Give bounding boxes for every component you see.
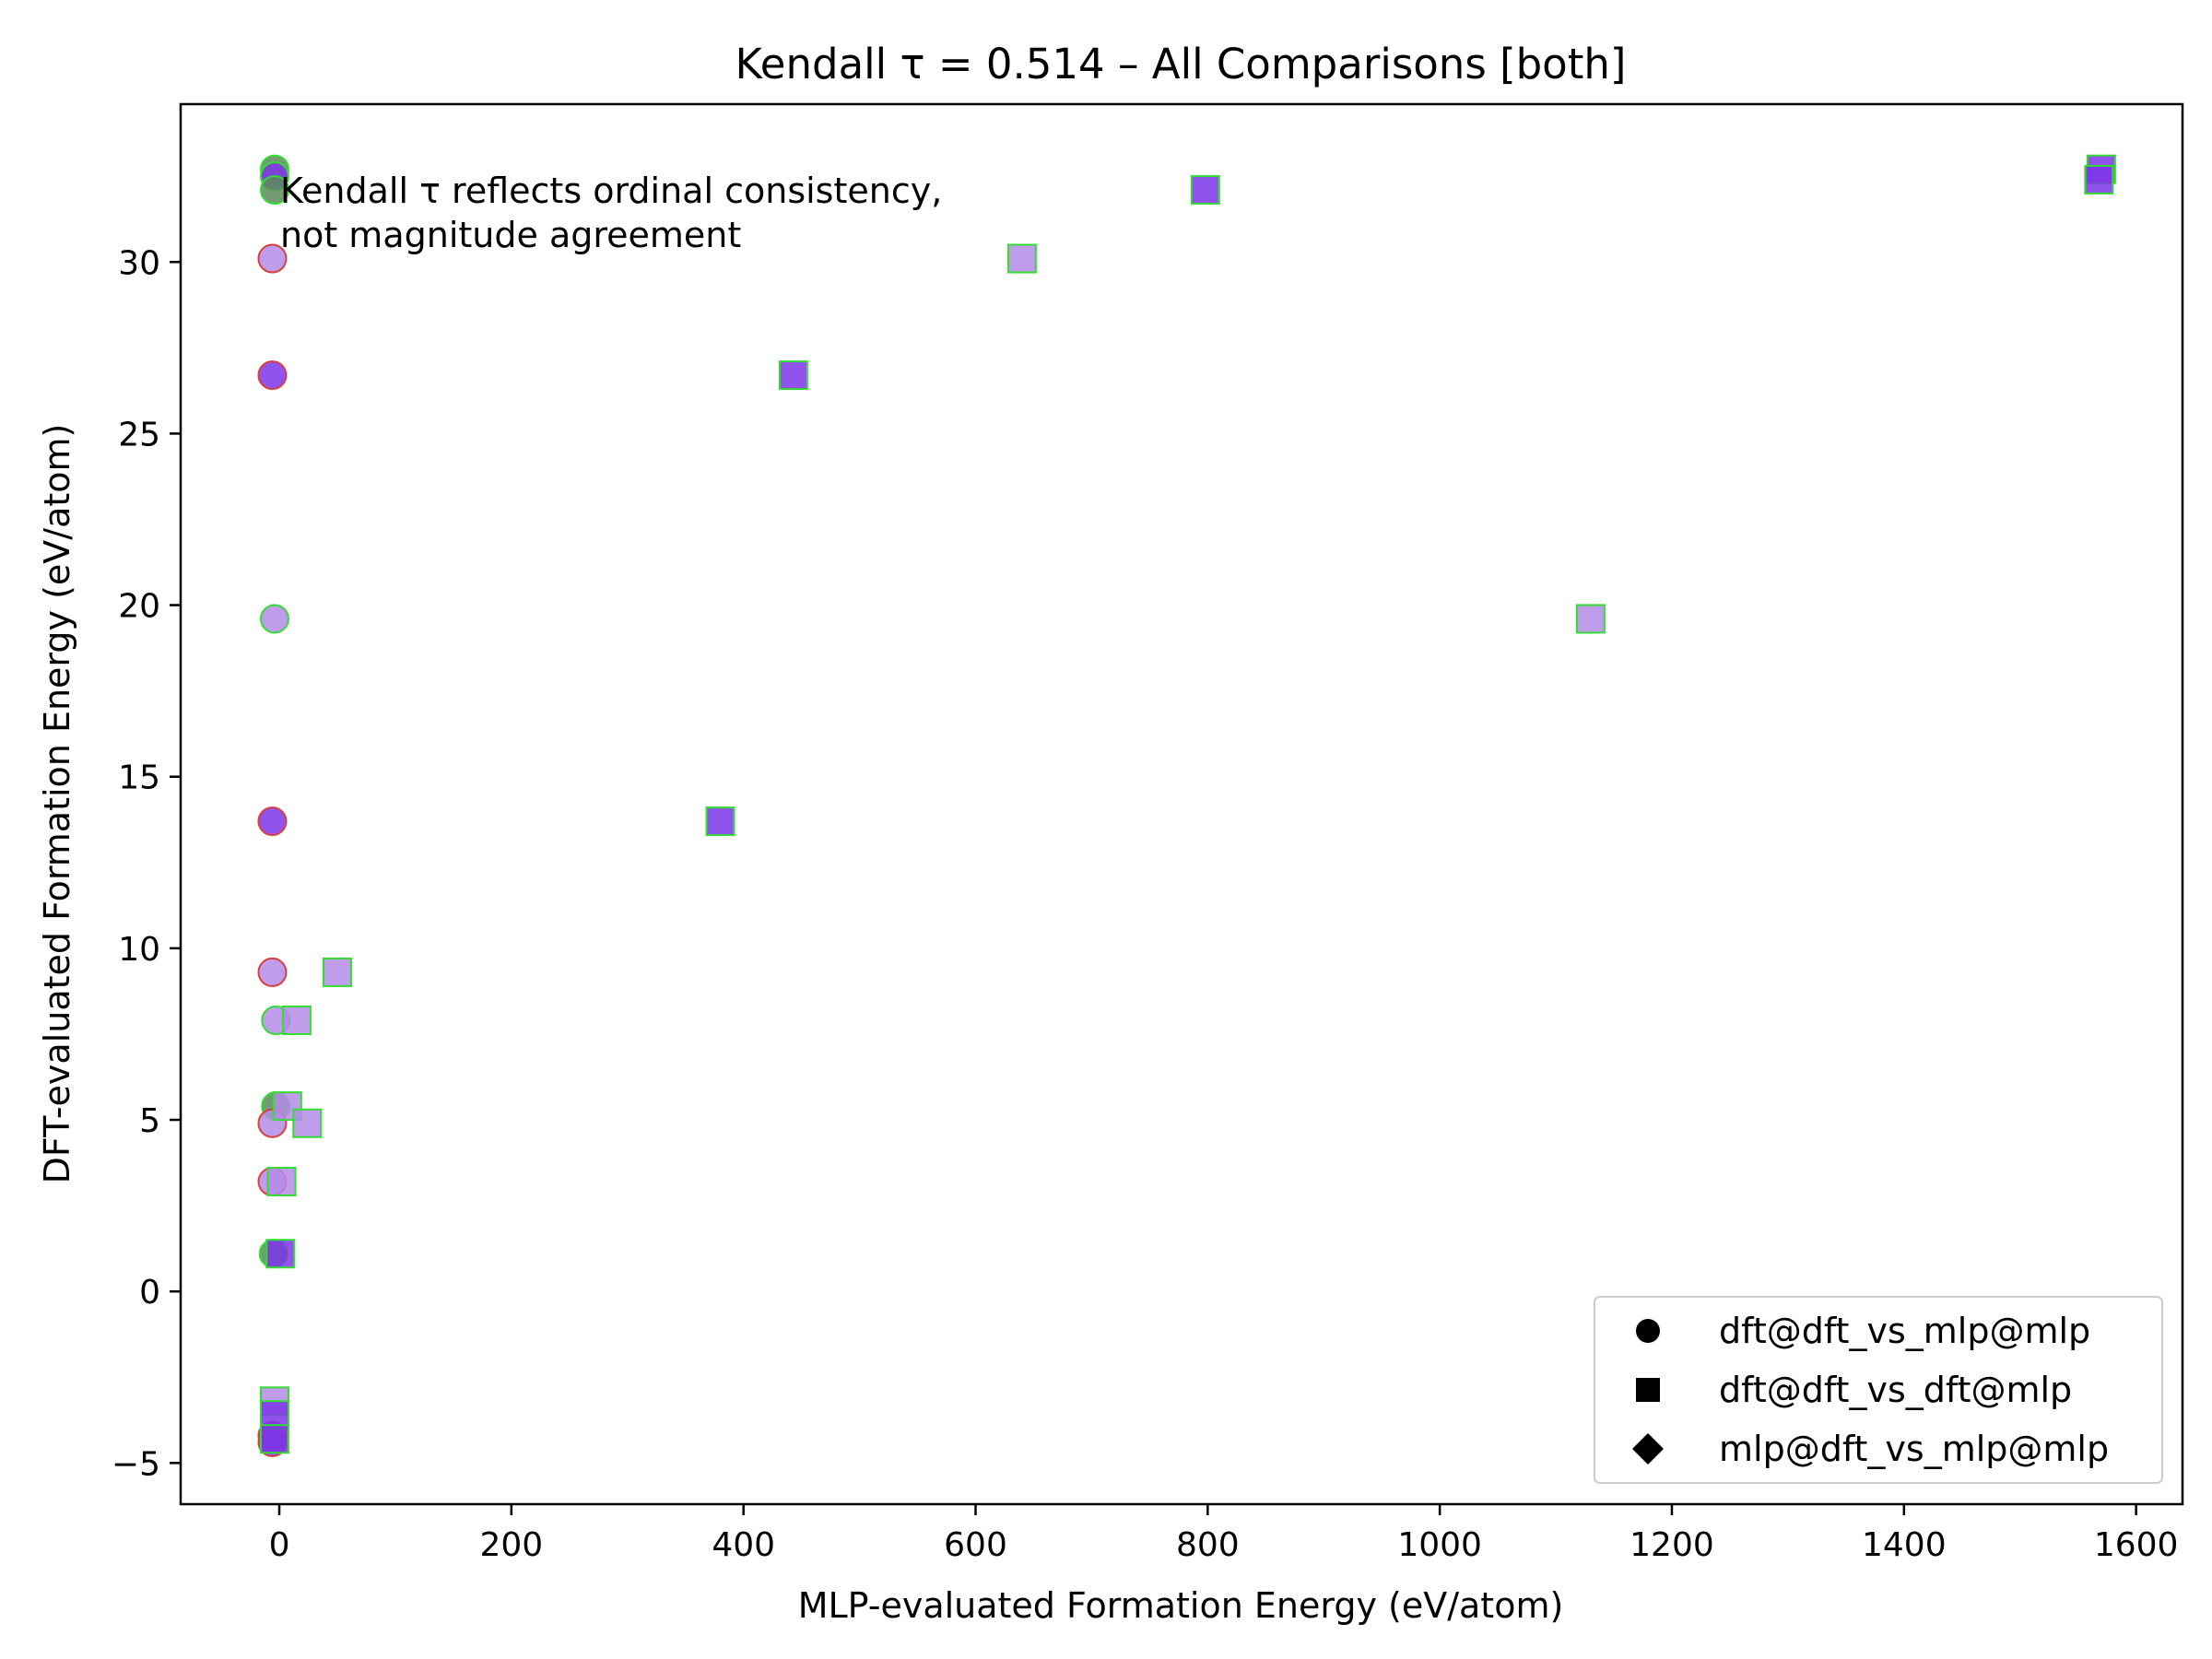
data-point-square	[266, 1167, 297, 1197]
data-point-square	[705, 806, 735, 837]
data-point-square	[281, 1006, 312, 1036]
x-tick-label: 1600	[2094, 1526, 2179, 1564]
x-tick-label: 1200	[1630, 1526, 1714, 1564]
annotation-line-1: Kendall τ reflects ordinal consistency,	[280, 171, 942, 211]
data-point-square	[292, 1108, 323, 1138]
chart-title: Kendall τ = 0.514 – All Comparisons [bot…	[735, 40, 1627, 88]
y-tick-label: 20	[118, 588, 160, 626]
y-tick-label: 25	[118, 416, 160, 453]
x-tick-label: 1400	[1862, 1526, 1947, 1564]
data-point-circle	[259, 175, 289, 206]
x-tick-label: 400	[712, 1526, 775, 1564]
y-tick-label: 5	[139, 1102, 160, 1140]
data-point-square	[265, 1239, 296, 1269]
annotation-line-2: not magnitude agreement	[280, 215, 741, 255]
y-tick-label: 30	[118, 244, 160, 282]
legend: dft@dft_vs_mlp@mlp dft@dft_vs_dft@mlp ml…	[1594, 1296, 2163, 1484]
legend-square-marker	[1636, 1378, 1660, 1402]
axis-ticks: 0 200 400 600 800 1000 1200 1400 1600 −5 0 5 10 15 20 2…	[112, 244, 2179, 1564]
data-point-square	[259, 1400, 289, 1430]
x-tick-label: 1000	[1397, 1526, 1482, 1564]
y-axis-label: DFT-evaluated Formation Energy (eV/atom)	[37, 424, 77, 1184]
data-point-circle	[257, 360, 288, 391]
legend-label-diamond: mlp@dft_vs_mlp@mlp	[1719, 1429, 2109, 1469]
data-point-square	[322, 957, 352, 987]
legend-diamond-marker	[1632, 1433, 1664, 1465]
data-point-square	[1190, 175, 1220, 206]
data-point-square	[778, 360, 808, 391]
legend-label-circle: dft@dft_vs_mlp@mlp	[1719, 1311, 2090, 1351]
data-point-circle	[257, 243, 288, 274]
x-tick-label: 200	[479, 1526, 543, 1564]
plot-area-frame	[179, 102, 2184, 1506]
data-point-square	[1006, 243, 1037, 274]
data-point-circle	[259, 604, 289, 634]
data-point-circle	[257, 806, 288, 837]
y-tick-label: 10	[118, 931, 160, 969]
data-points	[257, 154, 2116, 1457]
legend-label-square: dft@dft_vs_dft@mlp	[1719, 1370, 2072, 1410]
legend-box	[1594, 1296, 2163, 1484]
y-tick-label: 15	[118, 759, 160, 797]
y-tick-label: 0	[139, 1274, 160, 1312]
data-point-circle	[257, 957, 288, 987]
x-tick-label: 600	[944, 1526, 1007, 1564]
data-point-square	[1575, 604, 1606, 634]
x-axis-label: MLP-evaluated Formation Energy (eV/atom)	[798, 1585, 1564, 1626]
data-point-square	[2084, 164, 2114, 194]
legend-circle-marker	[1636, 1319, 1660, 1343]
data-point-square	[259, 1424, 289, 1454]
x-tick-label: 800	[1176, 1526, 1240, 1564]
y-tick-label: −5	[112, 1445, 160, 1483]
x-tick-label: 0	[269, 1526, 290, 1564]
